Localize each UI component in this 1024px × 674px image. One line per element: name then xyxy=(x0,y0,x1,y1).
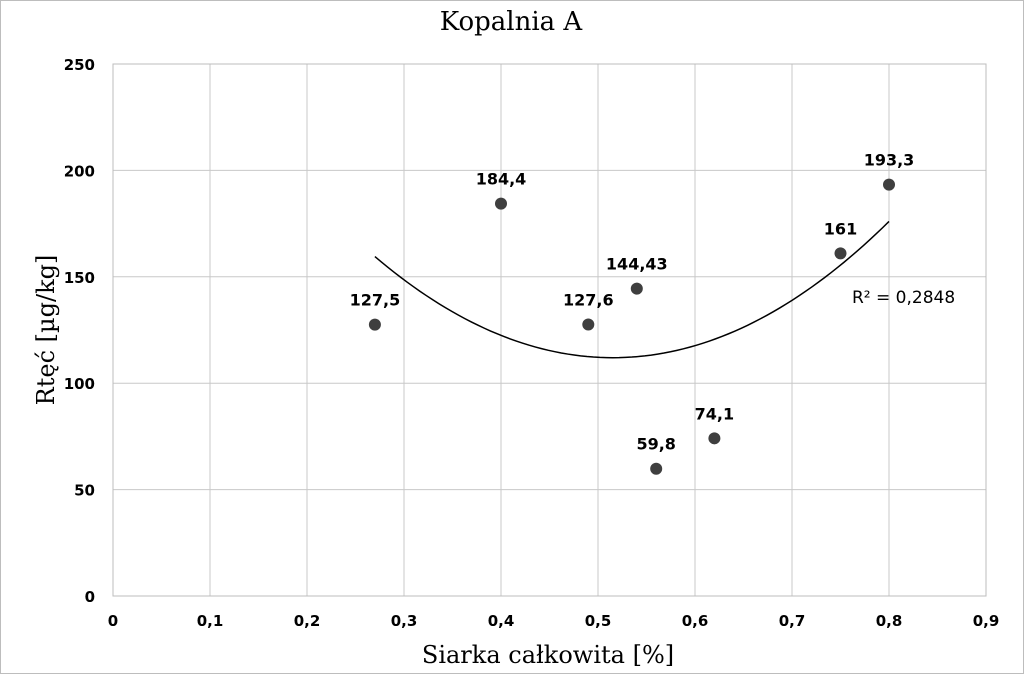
x-tick-label: 0,8 xyxy=(876,612,903,630)
x-tick-label: 0,6 xyxy=(682,612,709,630)
x-tick-label: 0,7 xyxy=(779,612,806,630)
data-label: 144,43 xyxy=(606,255,668,274)
x-tick-label: 0,1 xyxy=(197,612,224,630)
data-point xyxy=(630,282,643,295)
trendline xyxy=(374,220,890,359)
data-point xyxy=(883,178,895,191)
data-point xyxy=(582,318,595,331)
data-label: 59,8 xyxy=(636,435,675,454)
x-tick-label: 0 xyxy=(108,612,118,630)
plot-area-border xyxy=(112,63,987,597)
data-labels: 127,5 184,4 127,6 144,43 59,8 74,1 161 193,3 xyxy=(350,151,915,454)
data-points xyxy=(368,178,895,475)
data-point xyxy=(650,462,663,475)
y-tick-label: 0 xyxy=(85,588,95,606)
y-tick-label: 200 xyxy=(64,162,95,180)
data-point xyxy=(708,432,721,445)
grid xyxy=(112,63,987,597)
x-tick-label: 0,2 xyxy=(294,612,321,630)
y-tick-label: 100 xyxy=(64,375,95,393)
data-label: 161 xyxy=(824,219,857,238)
r-squared-label: R² = 0,2848 xyxy=(852,288,955,308)
y-tick-label: 150 xyxy=(64,269,95,287)
data-point xyxy=(834,247,847,260)
y-tick-label: 50 xyxy=(74,482,95,500)
chart-title: Kopalnia A xyxy=(440,7,584,37)
x-tick-label: 0,9 xyxy=(973,612,1000,630)
data-label: 127,5 xyxy=(350,291,401,310)
data-label: 74,1 xyxy=(695,404,734,423)
x-axis-ticks: 0 0,1 0,2 0,3 0,4 0,5 0,6 0,7 0,8 0,9 xyxy=(108,612,1000,630)
x-axis-title: Siarka całkowita [%] xyxy=(422,641,674,669)
x-tick-label: 0,4 xyxy=(488,612,515,630)
data-label: 193,3 xyxy=(864,151,915,170)
data-point xyxy=(495,197,507,210)
y-tick-label: 250 xyxy=(64,56,95,74)
data-label: 184,4 xyxy=(476,170,527,189)
y-axis-ticks: 0 50 100 150 200 250 xyxy=(64,56,95,606)
y-axis-title: Rtęć [µg/kg] xyxy=(32,255,60,406)
data-point xyxy=(368,318,381,331)
data-label: 127,6 xyxy=(563,290,614,309)
x-tick-label: 0,5 xyxy=(585,612,612,630)
x-tick-label: 0,3 xyxy=(391,612,418,630)
